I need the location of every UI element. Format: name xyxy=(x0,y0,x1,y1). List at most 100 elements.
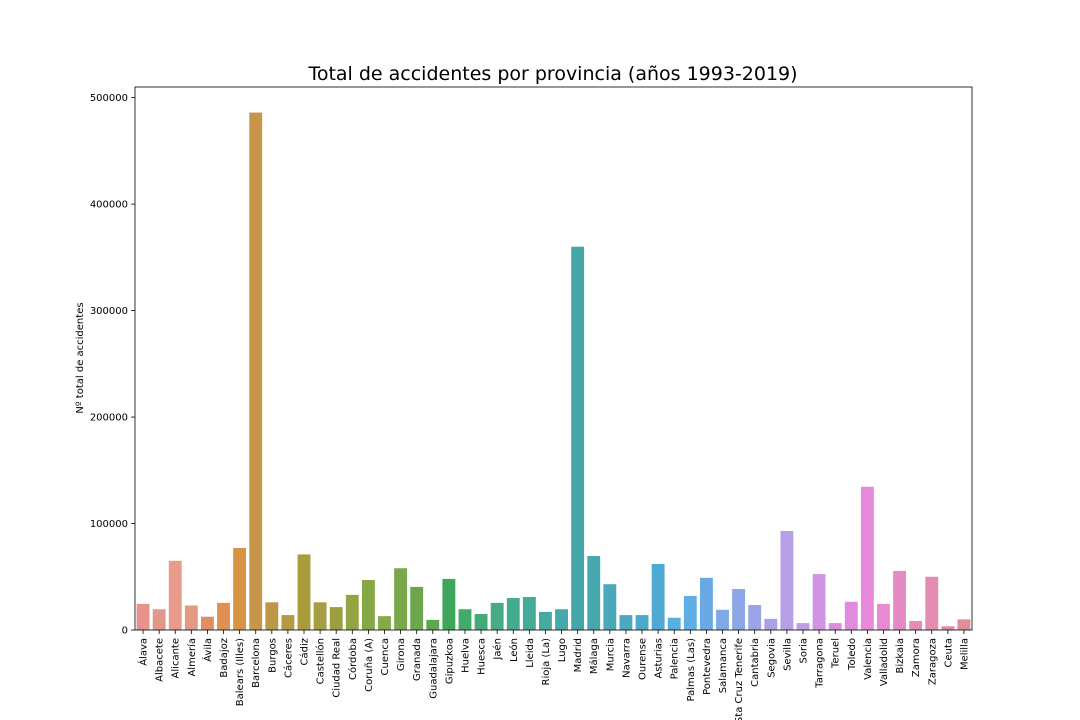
bar xyxy=(200,616,214,630)
y-tick-label: 300000 xyxy=(90,306,128,317)
bar xyxy=(893,570,907,630)
x-tick-label: Pontevedra xyxy=(702,638,713,695)
x-tick-label: Navarra xyxy=(621,638,632,678)
bar xyxy=(168,560,182,630)
x-tick-label: Soria xyxy=(798,638,809,663)
x-tick-label: Lugo xyxy=(557,638,568,662)
bar xyxy=(619,615,633,630)
bar xyxy=(136,603,150,630)
x-tick-label: Ourense xyxy=(638,638,649,680)
bar xyxy=(539,611,552,630)
bar xyxy=(667,617,681,630)
x-tick-label: Asturias xyxy=(654,638,665,679)
bar xyxy=(716,609,729,630)
bar xyxy=(474,614,488,630)
x-tick-label: Guadalajara xyxy=(428,638,439,699)
bar xyxy=(587,556,601,630)
x-tick-label: Ceuta xyxy=(943,638,954,668)
x-tick-label: Málaga xyxy=(588,638,600,674)
x-tick-label: Cádiz xyxy=(299,638,311,666)
bar xyxy=(925,576,939,630)
x-tick-label: Badajoz xyxy=(219,638,230,678)
x-tick-label: Coruña (A) xyxy=(364,638,375,692)
bar xyxy=(796,623,810,630)
bar xyxy=(635,615,649,630)
x-tick-label: Madrid xyxy=(573,638,584,672)
x-tick-label: Cáceres xyxy=(282,638,294,678)
y-axis-label: Nº total de accidentes xyxy=(75,302,86,413)
x-tick-label: Teruel xyxy=(831,638,842,669)
bar xyxy=(281,615,295,630)
x-tick-label: Toledo xyxy=(847,638,858,671)
x-tick-label: Palmas (Las) xyxy=(686,638,697,702)
x-tick-label: Sta Cruz Tenerife xyxy=(734,638,745,720)
bar xyxy=(764,618,778,630)
x-tick-label: Bizkaia xyxy=(895,638,906,674)
x-tick-label: Burgos xyxy=(267,638,278,673)
bar xyxy=(683,595,697,630)
bar xyxy=(345,594,359,630)
x-tick-label: Murcia xyxy=(605,638,616,671)
bar xyxy=(522,596,536,630)
bar xyxy=(828,623,842,630)
y-axis: 0 100000 200000 300000 400000 500000 xyxy=(90,93,135,637)
bar xyxy=(249,112,263,631)
bar xyxy=(410,586,424,630)
y-tick-label: 100000 xyxy=(90,519,128,530)
bar xyxy=(152,609,166,630)
bar xyxy=(265,602,279,630)
bar xyxy=(426,619,440,630)
bar xyxy=(571,246,585,630)
x-tick-label: Balears (Illes) xyxy=(235,638,246,706)
bar xyxy=(651,563,665,630)
x-tick-label: Sevilla xyxy=(782,638,793,671)
x-tick-label: Granada xyxy=(412,638,423,681)
bar xyxy=(378,616,391,630)
bar xyxy=(329,607,343,630)
x-tick-label: Melilla xyxy=(959,638,970,670)
bar xyxy=(844,601,858,630)
y-tick-label: 500000 xyxy=(90,93,128,104)
x-tick-label: Ávila xyxy=(201,638,214,662)
bar xyxy=(442,578,456,630)
y-tick-label: 200000 xyxy=(90,413,128,424)
bar xyxy=(361,579,375,630)
bar xyxy=(490,602,504,630)
bars-group xyxy=(136,112,971,631)
x-tick-label: Cuenca xyxy=(380,638,391,675)
bar xyxy=(732,589,746,630)
x-tick-label: Rioja (La) xyxy=(541,638,552,686)
bar xyxy=(603,584,617,630)
x-tick-label: Córdoba xyxy=(347,638,359,680)
bar xyxy=(877,603,890,630)
bar xyxy=(860,486,874,630)
bar xyxy=(780,530,794,630)
bar xyxy=(748,604,762,630)
x-tick-label: Albacete xyxy=(155,638,166,682)
bar xyxy=(555,609,568,630)
x-tick-label: Lleida xyxy=(525,638,536,668)
x-tick-label: Girona xyxy=(396,638,407,671)
x-tick-label: Segovia xyxy=(766,638,777,678)
bar xyxy=(909,620,923,630)
bar xyxy=(184,605,198,630)
bar xyxy=(957,619,971,630)
bar xyxy=(217,602,230,630)
bar xyxy=(699,577,713,630)
x-tick-label: Valladolid xyxy=(879,638,890,686)
bar xyxy=(297,554,311,630)
x-tick-label: León xyxy=(508,638,520,662)
x-tick-label: Zaragoza xyxy=(927,638,938,685)
x-tick-label: Cantabria xyxy=(750,638,761,687)
bar xyxy=(458,609,472,630)
x-tick-label: Alicante xyxy=(171,638,182,678)
y-tick-label: 400000 xyxy=(90,200,128,211)
x-tick-label: Almería xyxy=(186,638,198,677)
x-tick-label: Barcelona xyxy=(251,638,262,688)
x-tick-label: Zamora xyxy=(911,638,922,677)
y-tick-label: 0 xyxy=(122,626,128,637)
x-tick-label: Valencia xyxy=(863,638,874,680)
bar xyxy=(812,574,826,630)
bar xyxy=(394,568,408,630)
